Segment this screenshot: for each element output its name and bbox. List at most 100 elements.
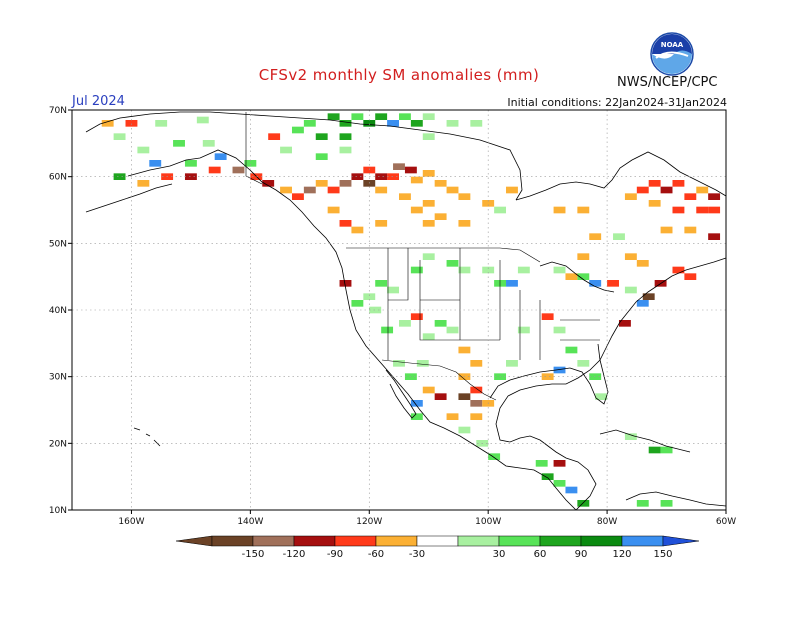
- anomaly-cell: [553, 460, 566, 467]
- anomaly-cell: [482, 266, 495, 274]
- anomaly-cell: [613, 233, 625, 240]
- anomaly-cell: [422, 333, 435, 340]
- coastline-florida: [569, 343, 609, 405]
- legend-label: -60: [368, 549, 384, 560]
- agency-label: NWS/NCEP/CPC: [617, 75, 718, 90]
- legend-swatch: [252, 535, 295, 547]
- anomaly-cell: [470, 386, 483, 394]
- anomaly-cell: [375, 280, 388, 287]
- anomaly-cell: [422, 133, 435, 140]
- anomaly-cell: [636, 300, 649, 307]
- anomaly-cell: [708, 206, 721, 214]
- legend-label: 30: [493, 549, 506, 560]
- valid-month-label: Jul 2024: [72, 94, 125, 109]
- anomaly-cell: [648, 200, 661, 207]
- anomaly-cell: [339, 133, 352, 140]
- anomaly-cell: [577, 360, 590, 367]
- anomaly-cell: [565, 486, 578, 494]
- anomaly-cell: [410, 176, 423, 184]
- coastline-south-america: [625, 491, 727, 507]
- anomaly-cell: [660, 500, 673, 507]
- lat-tick-label: 20N: [49, 439, 67, 449]
- anomaly-cell: [648, 180, 661, 187]
- legend-swatch: [375, 535, 418, 547]
- anomaly-cell: [553, 326, 566, 334]
- anomaly-cell: [708, 193, 721, 200]
- anomaly-cell: [125, 120, 138, 127]
- anomaly-cell: [363, 120, 376, 127]
- anomaly-cell: [339, 180, 352, 187]
- anomaly-cell: [339, 146, 352, 154]
- anomaly-cell: [565, 273, 578, 280]
- legend-swatch: [211, 535, 254, 547]
- coastline-hawaii: [133, 427, 161, 447]
- anomaly-cell: [387, 173, 399, 180]
- anomaly-cell: [422, 170, 435, 177]
- anomaly-cell: [262, 180, 275, 187]
- anomaly-cell: [470, 120, 483, 127]
- lat-tick-label: 50N: [49, 239, 67, 249]
- anomaly-cell: [363, 293, 376, 300]
- anomaly-cell: [184, 173, 197, 180]
- anomaly-cell: [375, 186, 388, 194]
- anomaly-cell: [506, 186, 518, 194]
- anomaly-cell: [708, 233, 721, 240]
- anomaly-cell: [636, 260, 649, 267]
- anomaly-cell: [624, 433, 637, 440]
- anomaly-cell: [137, 146, 150, 154]
- anomaly-cell: [351, 173, 364, 180]
- legend-label: -150: [242, 549, 265, 560]
- anomaly-cell: [101, 120, 114, 127]
- noaa-logo: NOAA: [650, 32, 694, 76]
- anomaly-cell: [458, 193, 471, 200]
- anomaly-cell: [482, 200, 495, 207]
- anomaly-cell: [470, 360, 483, 367]
- anomaly-cell: [422, 220, 435, 227]
- anomaly-cell: [494, 206, 507, 214]
- anomaly-cell: [434, 393, 447, 400]
- legend-label: 90: [575, 549, 588, 560]
- anomaly-cell: [517, 326, 530, 334]
- anomaly-cell: [351, 226, 364, 234]
- anomaly-cell: [393, 360, 405, 367]
- lon-tick-label: 60W: [716, 517, 736, 527]
- us-state-lines: [387, 248, 600, 360]
- anomaly-cell: [387, 120, 399, 127]
- anomaly-cell: [684, 273, 697, 280]
- lat-tick-label: 60N: [49, 173, 67, 183]
- coastline-caribbean: [599, 429, 691, 453]
- anomaly-cell: [416, 360, 429, 367]
- anomaly-cell: [149, 160, 162, 167]
- legend-label: 60: [534, 549, 547, 560]
- anomaly-cell: [351, 113, 364, 120]
- anomaly-cell: [339, 220, 352, 227]
- anomaly-cell: [446, 120, 459, 127]
- anomaly-cell: [506, 280, 518, 287]
- coastline-aleutians: [85, 183, 173, 213]
- anomaly-cell: [541, 373, 554, 380]
- anomaly-cell: [327, 113, 340, 120]
- anomaly-cell: [458, 220, 471, 227]
- anomaly-cell: [541, 473, 554, 480]
- coastline-alaska-north: [85, 111, 523, 201]
- coastline-gulf: [489, 367, 571, 399]
- anomaly-cell: [553, 480, 566, 487]
- legend-label: -120: [283, 549, 306, 560]
- political-borders: [245, 112, 600, 401]
- legend-arrow-high: [662, 535, 700, 547]
- anomaly-cell: [375, 220, 388, 227]
- anomaly-cell: [113, 133, 126, 140]
- anomaly-cell: [375, 173, 388, 180]
- anomaly-cell: [184, 160, 197, 167]
- anomaly-cell: [660, 226, 673, 234]
- anomaly-cell: [280, 186, 292, 194]
- legend-label: 120: [612, 549, 631, 560]
- anomaly-cell: [315, 180, 328, 187]
- anomaly-cell: [458, 426, 471, 434]
- anomaly-cell: [369, 306, 382, 314]
- anomaly-cell: [446, 326, 459, 334]
- anomaly-cell: [291, 126, 304, 134]
- anomaly-cell: [535, 460, 548, 467]
- anomaly-cell: [458, 393, 471, 400]
- lon-tick-label: 100W: [475, 517, 501, 527]
